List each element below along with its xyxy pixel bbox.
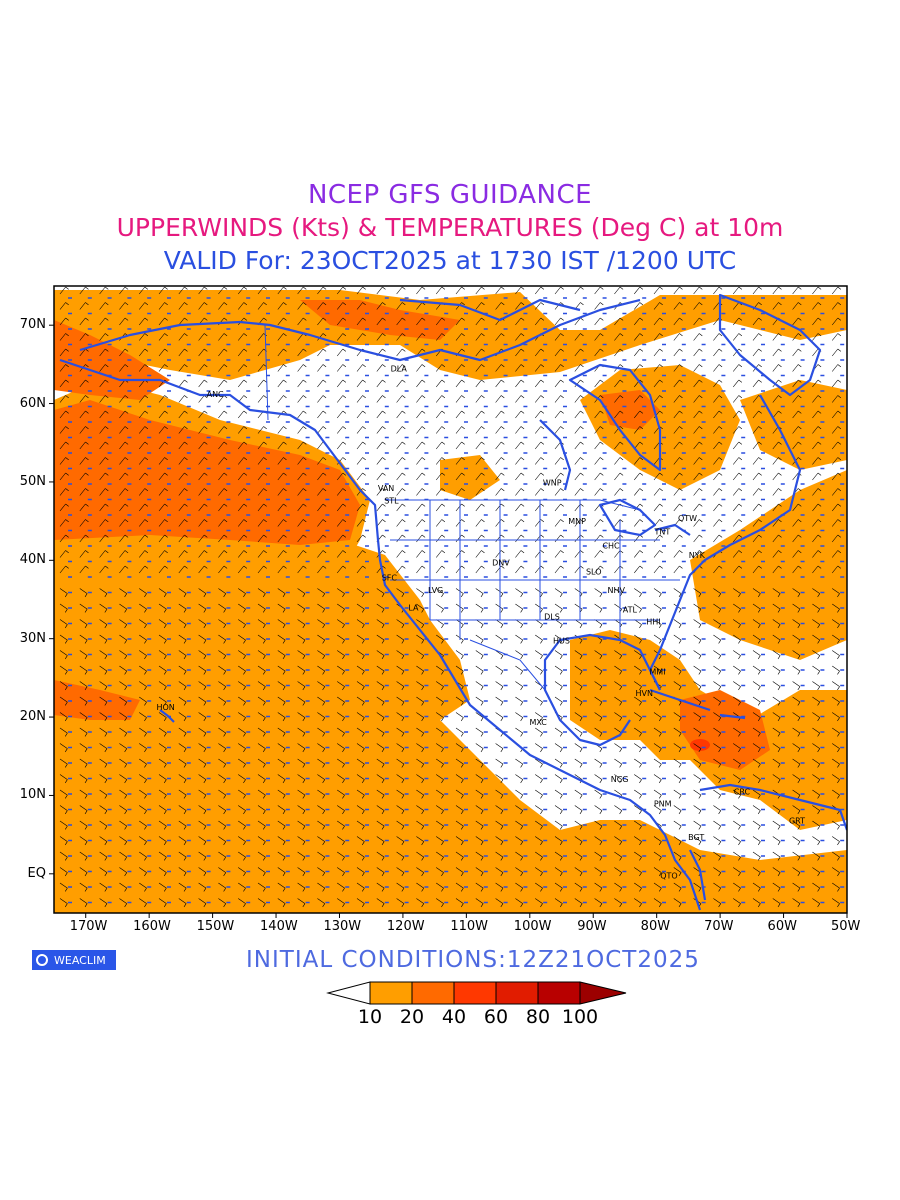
city-ncg: NCG bbox=[611, 775, 629, 784]
city-otw: OTW bbox=[678, 514, 697, 523]
city-dls: DLS bbox=[544, 613, 560, 622]
axis-ticks bbox=[49, 324, 848, 918]
city-dla: DLA bbox=[391, 364, 408, 373]
city-lvg: LVG bbox=[428, 586, 443, 595]
city-nhv: NHV bbox=[608, 586, 626, 595]
map-frame bbox=[53, 285, 848, 914]
wind-shading-40-60 bbox=[690, 739, 710, 751]
wind-barbs bbox=[59, 286, 842, 908]
city-van: VAN bbox=[378, 484, 394, 493]
lat-label-30n: 30N bbox=[19, 630, 46, 646]
city-slo: SLO bbox=[586, 567, 602, 576]
lat-label-70n: 70N bbox=[19, 317, 46, 333]
lon-label-110w: 110W bbox=[450, 919, 489, 934]
colorbar-bin-5 bbox=[537, 981, 581, 1005]
coastlines bbox=[59, 293, 847, 911]
colorbar-label-60: 60 bbox=[483, 1006, 509, 1028]
city-sfc: SFC bbox=[382, 574, 398, 583]
logo-ring-icon bbox=[36, 954, 48, 966]
city-la: LA bbox=[408, 603, 419, 612]
political-borders bbox=[264, 324, 680, 691]
logo-text: WEACLIM bbox=[54, 953, 106, 967]
title-line-3: VALID For: 23OCT2025 at 1730 IST /1200 U… bbox=[163, 246, 737, 275]
city-labels: ANC DLA VAN STL WNP MNP OTW TNT CHC NYK DNV SLO SFC L… bbox=[156, 364, 805, 880]
city-bgt: BGT bbox=[688, 833, 704, 842]
wind-barbs-layer bbox=[59, 286, 842, 908]
colorbar-bin-4 bbox=[495, 981, 539, 1005]
colorbar-label-40: 40 bbox=[441, 1006, 467, 1028]
lat-label-50n: 50N bbox=[19, 473, 46, 489]
lon-label-70w: 70W bbox=[704, 919, 734, 934]
lon-label-120w: 120W bbox=[386, 919, 425, 934]
colorbar-label-10: 10 bbox=[357, 1006, 383, 1028]
city-hvn: HVN bbox=[635, 689, 652, 698]
colorbar-label-80: 80 bbox=[525, 1006, 551, 1028]
colorbar-bin-3 bbox=[453, 981, 497, 1005]
lon-label-130w: 130W bbox=[323, 919, 362, 934]
city-tnt: TNT bbox=[653, 527, 670, 536]
city-pnm: PNM bbox=[654, 799, 672, 808]
city-stl: STL bbox=[384, 497, 399, 506]
city-crc: CRC bbox=[734, 788, 751, 797]
lon-label-50w: 50W bbox=[831, 919, 861, 934]
temperature-marks bbox=[68, 297, 845, 904]
city-atl: ATL bbox=[623, 606, 638, 615]
city-wnp: WNP bbox=[543, 479, 562, 488]
temperature-values-layer bbox=[68, 297, 845, 904]
lon-label-140w: 140W bbox=[260, 919, 298, 934]
lon-label-160w: 160W bbox=[133, 919, 171, 934]
title-line-2: UPPERWINDS (Kts) & TEMPERATURES (Deg C) … bbox=[116, 213, 784, 242]
city-nyk: NYK bbox=[689, 551, 706, 560]
city-hus: HUS bbox=[553, 636, 570, 645]
colorbar-label-100: 100 bbox=[561, 1006, 599, 1028]
city-hhi: HHI bbox=[646, 617, 660, 626]
colorbar bbox=[326, 981, 627, 1005]
colorbar-over bbox=[579, 981, 627, 1005]
lon-label-80w: 80W bbox=[640, 919, 671, 934]
colorbar-bin-2 bbox=[411, 981, 455, 1005]
lat-label-20n: 20N bbox=[19, 709, 46, 725]
city-mmi: MMI bbox=[649, 668, 665, 677]
lat-label-eq: EQ bbox=[27, 865, 46, 881]
city-anc: ANC bbox=[207, 390, 224, 399]
colorbar-label-20: 20 bbox=[399, 1006, 425, 1028]
lat-label-40n: 40N bbox=[19, 552, 46, 568]
lon-label-90w: 90W bbox=[577, 919, 607, 934]
lat-label-10n: 10N bbox=[19, 787, 46, 803]
city-mnp: MNP bbox=[568, 517, 586, 526]
lon-label-100w: 100W bbox=[513, 919, 552, 934]
city-mxc: MXC bbox=[530, 718, 548, 727]
city-grt: GRT bbox=[789, 817, 805, 826]
lat-label-60n: 60N bbox=[19, 395, 46, 411]
city-dnv: DNV bbox=[492, 559, 510, 568]
lon-label-60w: 60W bbox=[767, 919, 797, 934]
city-hon: HON bbox=[156, 703, 174, 712]
weaclim-logo: WEACLIM bbox=[32, 950, 116, 970]
colorbar-under bbox=[326, 981, 371, 1005]
title-line-1: NCEP GFS GUIDANCE bbox=[307, 180, 593, 210]
city-qto: QTO bbox=[660, 871, 677, 880]
lon-label-170w: 170W bbox=[69, 919, 108, 934]
lon-label-150w: 150W bbox=[196, 919, 235, 934]
initial-conditions: INITIAL CONDITIONS:12Z21OCT2025 bbox=[246, 947, 700, 973]
city-chc: CHC bbox=[602, 541, 620, 550]
colorbar-bin-1 bbox=[369, 981, 413, 1005]
